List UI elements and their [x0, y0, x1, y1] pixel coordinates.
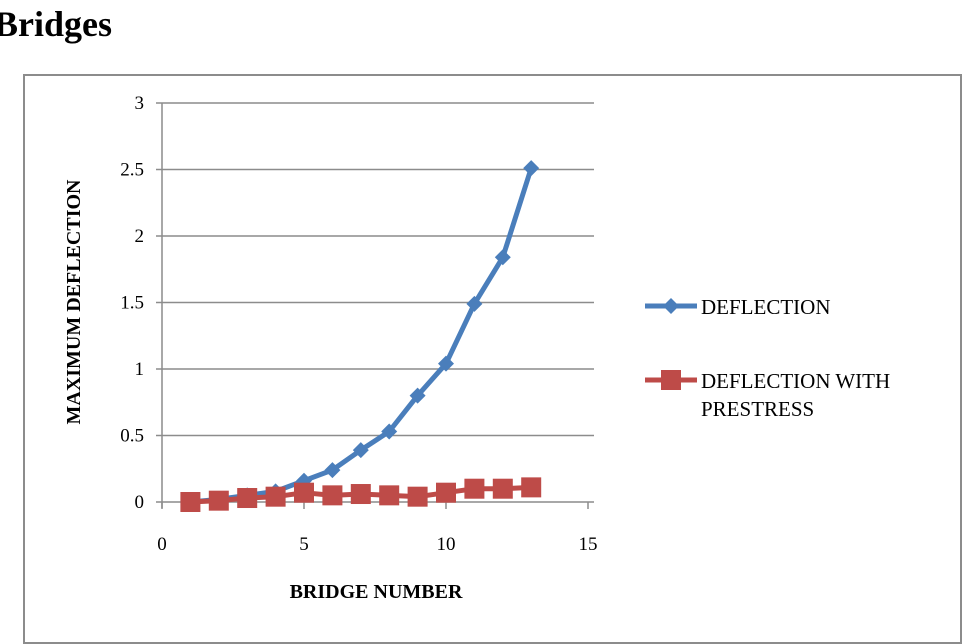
square-marker: [661, 370, 681, 390]
square-marker: [294, 482, 314, 503]
square-marker: [265, 486, 286, 507]
diamond-marker: [523, 160, 540, 177]
y-axis-title: MAXIMUM DEFLECTION: [63, 179, 85, 425]
y-tick-label: 1: [135, 359, 145, 380]
y-tick-label: 3: [135, 93, 145, 114]
square-marker: [350, 484, 371, 505]
square-marker: [436, 482, 456, 503]
legend-item: DEFLECTION: [645, 295, 831, 319]
square-marker: [379, 485, 400, 506]
diamond-marker: [324, 462, 341, 479]
line-chart: 00.511.522.53 0 5 10 15 MAXIMUM DEFLECTION …: [63, 93, 890, 603]
diamond-marker: [409, 387, 426, 404]
y-tick-label: 0.5: [120, 426, 144, 447]
square-marker: [237, 488, 258, 509]
square-marker: [464, 478, 485, 499]
diamond-marker: [466, 295, 483, 312]
square-marker: [492, 478, 513, 499]
square-marker: [407, 486, 428, 507]
legend-label: PRESTRESS: [701, 397, 814, 421]
series-deflection: [182, 160, 540, 510]
y-tick-label: 2: [135, 226, 145, 247]
y-tick-label: 1.5: [120, 293, 144, 314]
x-axis-ticks: 0 5 10 15: [157, 534, 597, 555]
x-tick-label: 0: [157, 534, 167, 555]
diamond-marker: [381, 423, 398, 440]
diamond-marker: [438, 355, 454, 372]
square-marker: [521, 477, 542, 498]
plot-series: [180, 160, 542, 512]
square-marker: [180, 492, 201, 512]
legend-label: DEFLECTION WITH: [701, 369, 890, 393]
legend: DEFLECTION DEFLECTION WITH PRESTRESS: [645, 295, 890, 421]
x-tick-label: 10: [437, 534, 456, 555]
legend-label: DEFLECTION: [701, 295, 831, 319]
series-deflection-with-prestress: [180, 477, 542, 512]
x-tick-label: 15: [579, 534, 598, 555]
y-axis-ticks: 0 0.5 1 1.5 2 2.5 3: [120, 93, 144, 513]
axes: [161, 103, 589, 509]
x-tick-label: 5: [299, 534, 309, 555]
page-heading: Bridges: [0, 4, 113, 44]
square-marker: [208, 490, 229, 511]
legend-item: DEFLECTION WITH PRESTRESS: [645, 369, 890, 421]
y-tick-label: 2.5: [120, 160, 144, 181]
gridlines: [156, 102, 594, 503]
diamond-marker: [663, 298, 679, 314]
square-marker: [322, 485, 343, 506]
diamond-marker: [494, 249, 511, 266]
x-axis-title: BRIDGE NUMBER: [290, 581, 463, 603]
y-tick-label: 0: [135, 492, 145, 513]
diamond-marker: [352, 442, 369, 459]
